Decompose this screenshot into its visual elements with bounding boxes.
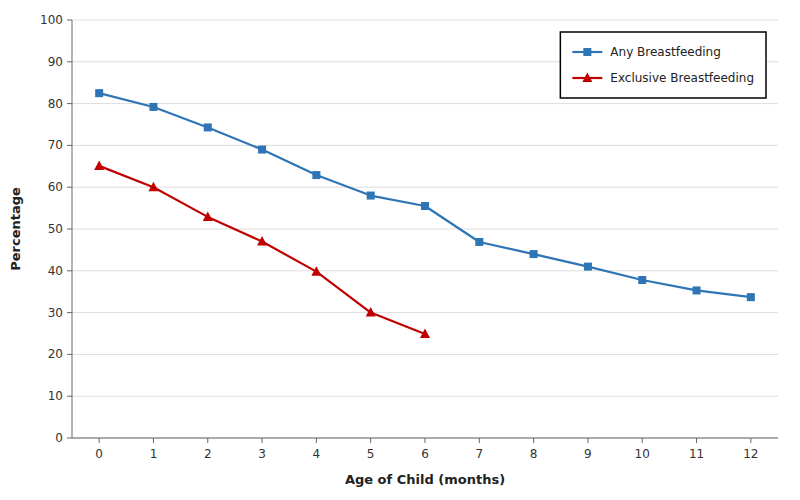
data-point [367,192,375,200]
y-tick [67,20,72,21]
y-tick-label: 90 [48,55,63,69]
grid-line [72,145,778,146]
x-tick-label: 3 [258,447,266,461]
data-point [257,236,267,246]
legend-label: Exclusive Breastfeeding [610,71,754,85]
y-tick [67,61,72,62]
series-line [99,166,425,334]
y-tick [67,438,72,439]
series-line [99,93,751,297]
x-tick [479,438,480,443]
x-tick [425,438,426,443]
y-tick-label: 20 [48,347,63,361]
legend-marker [582,73,592,83]
x-tick-label: 6 [421,447,429,461]
grid-line [72,20,778,21]
data-point [421,202,429,210]
y-tick-label: 70 [48,138,63,152]
y-tick [67,270,72,271]
data-point [258,146,266,154]
data-point [475,238,483,246]
y-tick-label: 30 [48,306,63,320]
x-axis-label: Age of Child (months) [345,472,505,487]
x-tick [696,438,697,443]
x-tick-label: 4 [313,447,321,461]
data-point [312,171,320,179]
grid [72,20,778,438]
legend: Any Breastfeeding Exclusive Breastfeeding [560,32,766,98]
data-point [203,211,213,221]
x-tick-label: 2 [204,447,212,461]
legend-marker [583,48,591,56]
x-tick [370,438,371,443]
data-point [311,266,321,276]
x-tick [533,438,534,443]
y-tick-label: 10 [48,389,63,403]
x-tick [316,438,317,443]
data-point [148,182,158,192]
chart-svg: 01234567891011120102030405060708090100Ag… [0,0,800,500]
y-tick [67,229,72,230]
data-point [638,276,646,284]
grid-line [72,270,778,271]
grid-line [72,354,778,355]
data-point [747,293,755,301]
data-point [584,263,592,271]
x-tick [587,438,588,443]
x-tick-label: 12 [743,447,758,461]
y-tick [67,145,72,146]
x-tick [207,438,208,443]
y-tick-label: 40 [48,264,63,278]
x-tick-label: 11 [689,447,704,461]
series [94,160,430,338]
legend-frame [560,32,766,98]
data-point [149,103,157,111]
series [95,89,755,301]
y-tick [67,396,72,397]
grid-line [72,103,778,104]
grid-line [72,187,778,188]
plot-area [94,89,755,338]
grid-line [72,312,778,313]
y-tick [67,354,72,355]
data-point [420,328,430,338]
legend-label: Any Breastfeeding [610,45,721,59]
x-tick-label: 9 [584,447,592,461]
y-axis-label: Percentage [8,187,23,271]
x-tick [750,438,751,443]
y-tick [67,103,72,104]
data-point [204,123,212,131]
y-tick [67,187,72,188]
grid-line [72,396,778,397]
x-tick-label: 5 [367,447,375,461]
y-tick [67,312,72,313]
data-point [95,89,103,97]
chart-container: 01234567891011120102030405060708090100Ag… [0,0,800,500]
axes: 01234567891011120102030405060708090100 [40,13,778,461]
grid-line [72,229,778,230]
y-tick-label: 80 [48,97,63,111]
data-point [366,307,376,317]
x-tick [642,438,643,443]
x-tick-label: 1 [150,447,158,461]
data-point [94,160,104,170]
x-tick-label: 10 [635,447,650,461]
x-tick [262,438,263,443]
data-point [530,250,538,258]
y-tick-label: 60 [48,180,63,194]
x-tick-label: 8 [530,447,538,461]
y-tick-label: 50 [48,222,63,236]
y-tick-label: 100 [40,13,63,27]
y-tick-label: 0 [55,431,63,445]
x-tick-label: 0 [95,447,103,461]
x-tick-label: 7 [475,447,483,461]
x-tick [153,438,154,443]
x-tick [99,438,100,443]
data-point [693,286,701,294]
